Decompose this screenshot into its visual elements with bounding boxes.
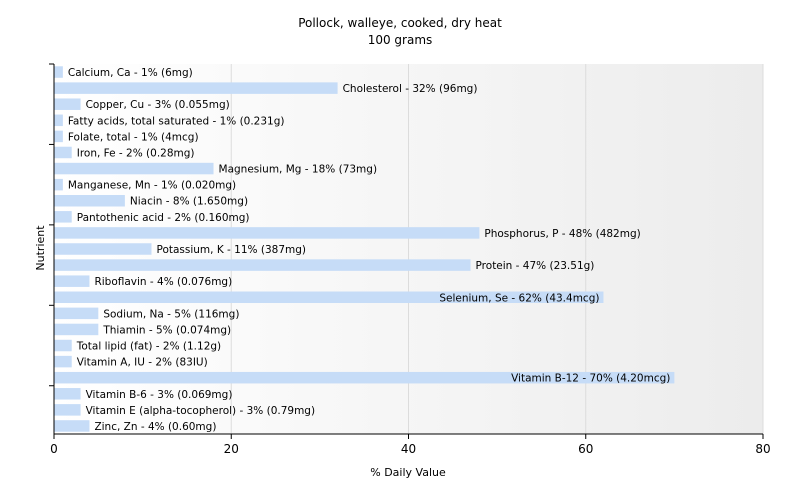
bar-label: Niacin - 8% (1.650mg) <box>130 196 248 208</box>
bar-label: Vitamin A, IU - 2% (83IU) <box>77 357 208 369</box>
bar-label: Magnesium, Mg - 18% (73mg) <box>219 164 378 176</box>
bar-label: Iron, Fe - 2% (0.28mg) <box>77 147 195 159</box>
bar <box>54 130 63 143</box>
bar-label: Cholesterol - 32% (96mg) <box>343 83 478 95</box>
bar-label: Selenium, Se - 62% (43.4mcg) <box>439 292 599 304</box>
bar <box>54 243 152 255</box>
bar <box>54 194 125 207</box>
bar <box>54 275 90 287</box>
chart-subtitle: 100 grams <box>368 33 433 47</box>
bar <box>54 227 480 239</box>
bar <box>54 66 63 78</box>
bar <box>54 98 81 110</box>
bar <box>54 178 63 191</box>
bar-label: Riboflavin - 4% (0.076mg) <box>94 276 232 288</box>
x-tick-label: 0 <box>50 442 58 456</box>
x-tick-label: 80 <box>755 442 770 456</box>
bar-label: Folate, total - 1% (4mcg) <box>68 131 199 143</box>
bar-label: Zinc, Zn - 4% (0.60mg) <box>94 421 216 433</box>
bar <box>54 388 81 400</box>
bar-label: Thiamin - 5% (0.074mg) <box>102 324 231 336</box>
x-tick-label: 60 <box>578 442 593 456</box>
bar <box>54 162 214 175</box>
bar <box>54 211 72 223</box>
bar-label: Manganese, Mn - 1% (0.020mg) <box>68 180 236 192</box>
bar-label: Protein - 47% (23.51g) <box>476 260 595 272</box>
x-axis-label: % Daily Value <box>370 466 446 479</box>
bar-label: Potassium, K - 11% (387mg) <box>156 244 306 256</box>
y-axis-label: Nutrient <box>34 225 47 271</box>
x-tick-label: 20 <box>224 442 239 456</box>
axes: 0 20 40 60 80 <box>49 63 771 456</box>
bar <box>54 323 99 336</box>
bar <box>54 371 675 384</box>
bar-labels: Calcium, Ca - 1% (6mg) Cholesterol - 32% … <box>68 67 671 433</box>
x-tick-label: 40 <box>401 442 416 456</box>
bar <box>54 307 99 320</box>
bar <box>54 114 63 127</box>
bar-label: Fatty acids, total saturated - 1% (0.231… <box>68 115 285 127</box>
bar-label: Pantothenic acid - 2% (0.160mg) <box>77 212 250 224</box>
bar <box>54 146 72 159</box>
bar-label: Copper, Cu - 3% (0.055mg) <box>86 99 230 111</box>
bar-label: Vitamin B-6 - 3% (0.069mg) <box>86 389 233 401</box>
bar-label: Total lipid (fat) - 2% (1.12g) <box>76 341 221 353</box>
bar <box>54 259 471 271</box>
bar-label: Sodium, Na - 5% (116mg) <box>103 308 239 320</box>
bar <box>54 82 338 94</box>
bar-label: Phosphorus, P - 48% (482mg) <box>484 228 640 240</box>
bars <box>54 66 675 432</box>
chart-title: Pollock, walleye, cooked, dry heat <box>298 16 502 30</box>
bar <box>54 420 90 432</box>
bar <box>54 339 72 352</box>
bar-label: Vitamin B-12 - 70% (4.20mcg) <box>511 373 670 385</box>
bar <box>54 355 72 368</box>
bar <box>54 291 604 304</box>
bar-label: Calcium, Ca - 1% (6mg) <box>68 67 193 79</box>
bar-label: Vitamin E (alpha-tocopherol) - 3% (0.79m… <box>86 405 316 417</box>
bar <box>54 404 81 416</box>
